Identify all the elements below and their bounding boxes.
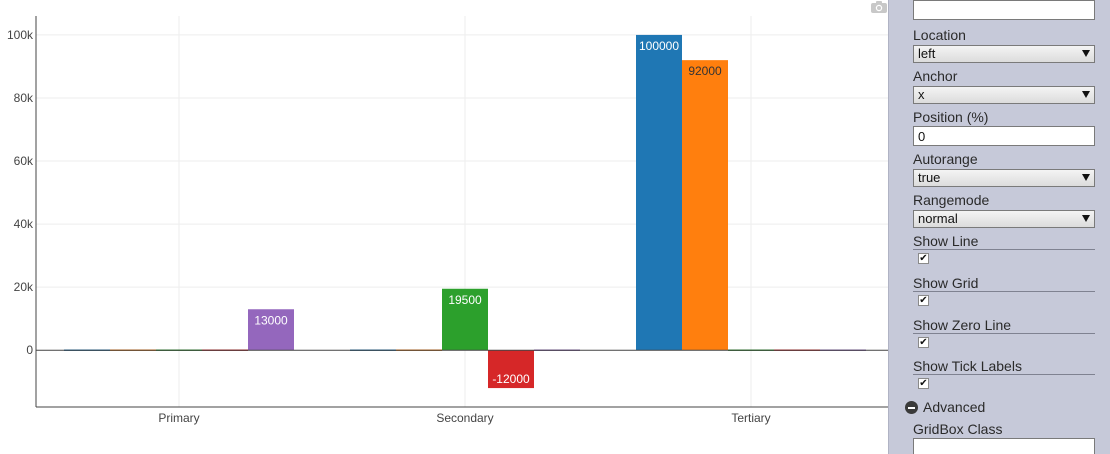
section-divider	[913, 291, 1095, 292]
gridbox-class-label: GridBox Class	[913, 421, 1003, 437]
minus-circle-icon	[905, 401, 918, 414]
chart-area: 100000 92000 19500 -12000 13000 0 20k 40k 60k 80k…	[6, 0, 888, 425]
bar[interactable]	[442, 288, 488, 351]
y-tick-label: 80k	[14, 91, 34, 105]
top-text-input[interactable]	[913, 0, 1095, 20]
rangemode-select[interactable]: normal	[913, 210, 1095, 228]
show-grid-checkbox[interactable]: ✔	[918, 295, 929, 306]
show-grid-label: Show Grid	[913, 275, 979, 291]
bar[interactable]	[488, 350, 534, 389]
rangemode-label: Rangemode	[913, 192, 990, 208]
data-label: 19500	[448, 293, 482, 307]
position-input[interactable]: 0	[913, 126, 1095, 146]
chevron-down-icon	[1082, 91, 1090, 98]
x-tick-label: Primary	[158, 411, 199, 425]
camera-icon[interactable]	[870, 0, 888, 14]
data-label: 92000	[688, 64, 722, 78]
anchor-label: Anchor	[913, 68, 958, 84]
show-zero-line-label: Show Zero Line	[913, 317, 1012, 333]
chevron-down-icon	[1082, 50, 1090, 57]
section-divider	[913, 333, 1095, 334]
rangemode-select-value: normal	[918, 211, 958, 226]
x-tick-label: Tertiary	[731, 411, 770, 425]
bar[interactable]	[248, 309, 294, 351]
gridbox-class-input[interactable]	[913, 438, 1095, 454]
bar-chart: 100000 92000 19500 -12000 13000 0 20k 40k 60k 80k…	[7, 16, 888, 425]
x-tick-label: Secondary	[436, 411, 493, 425]
y-tick-label: 100k	[7, 28, 34, 42]
y-tick-label: 20k	[14, 280, 34, 294]
anchor-select[interactable]: x	[913, 86, 1095, 104]
section-divider	[913, 374, 1095, 375]
location-select-value: left	[918, 46, 936, 61]
show-line-label: Show Line	[913, 233, 979, 249]
show-tick-labels-label: Show Tick Labels	[913, 358, 1022, 374]
location-select[interactable]: left	[913, 45, 1095, 63]
location-label: Location	[913, 27, 966, 43]
autorange-label: Autorange	[913, 151, 978, 167]
autorange-select-value: true	[918, 170, 941, 185]
show-zero-line-checkbox[interactable]: ✔	[918, 337, 929, 348]
bar[interactable]	[682, 60, 728, 351]
autorange-select[interactable]: true	[913, 169, 1095, 187]
chevron-down-icon	[1082, 174, 1090, 181]
y-tick-label: 40k	[14, 217, 34, 231]
advanced-label: Advanced	[923, 399, 986, 415]
axis-settings-panel: Location left Anchor x Position (%) 0 Au…	[888, 0, 1110, 454]
y-tick-label: 0	[26, 343, 33, 357]
data-label: -12000	[492, 372, 530, 386]
data-label: 100000	[639, 39, 679, 53]
bar[interactable]	[636, 34, 682, 351]
chevron-down-icon	[1082, 215, 1090, 222]
position-label: Position (%)	[913, 109, 989, 125]
show-tick-labels-checkbox[interactable]: ✔	[918, 378, 929, 389]
anchor-select-value: x	[918, 87, 925, 102]
y-tick-label: 60k	[14, 154, 34, 168]
show-line-checkbox[interactable]: ✔	[918, 253, 929, 264]
data-label: 13000	[254, 313, 288, 327]
section-divider	[913, 249, 1095, 250]
